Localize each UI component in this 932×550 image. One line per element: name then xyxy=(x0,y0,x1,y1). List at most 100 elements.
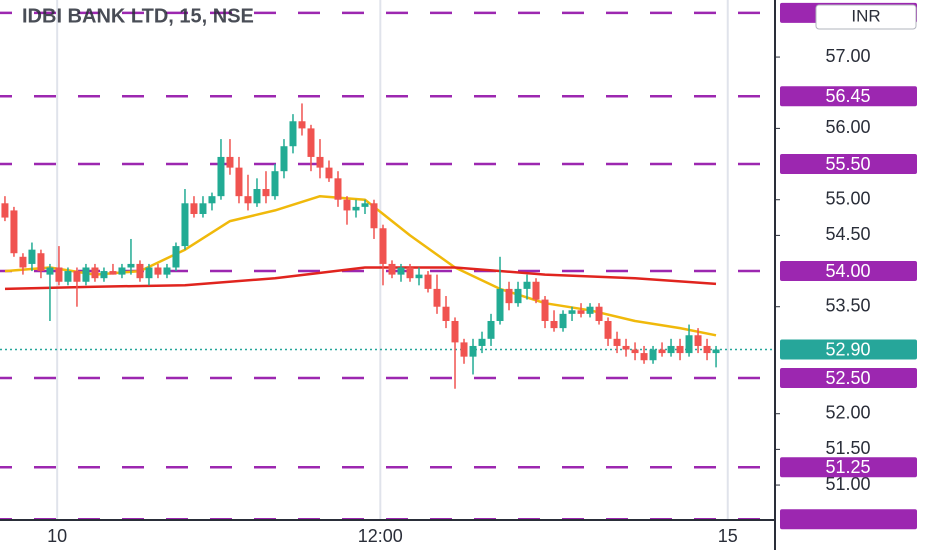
candle-body xyxy=(541,299,549,321)
candle-body xyxy=(100,271,108,279)
candle-body xyxy=(649,349,657,361)
candle-body xyxy=(388,263,396,275)
candle-body xyxy=(595,306,603,321)
candle-body xyxy=(208,196,216,204)
level-badge xyxy=(780,509,917,530)
level-badge xyxy=(780,261,917,282)
candles xyxy=(1,103,720,389)
candle-body xyxy=(667,345,675,354)
candle-body xyxy=(343,199,351,211)
candle-body xyxy=(559,313,567,329)
y-tick-label: 51.50 xyxy=(825,438,870,458)
level-badge xyxy=(780,368,917,389)
candle-body xyxy=(271,171,279,197)
candle-body xyxy=(532,281,540,300)
candle-body xyxy=(370,203,378,229)
candle-body xyxy=(442,306,450,321)
candle-body xyxy=(496,288,504,321)
level-badge xyxy=(780,154,917,175)
candle-body xyxy=(136,263,144,279)
candle-body xyxy=(640,353,648,361)
candle-body xyxy=(424,274,432,289)
x-tick-label: 10 xyxy=(47,526,67,546)
candle-body xyxy=(622,345,630,350)
currency-badge xyxy=(815,4,917,30)
candle-body xyxy=(604,320,612,339)
candle-body xyxy=(181,203,189,247)
candle-body xyxy=(298,121,306,129)
candle-body xyxy=(433,288,441,307)
candle-body xyxy=(505,288,513,304)
level-label: 55.50 xyxy=(825,154,870,174)
candle-body xyxy=(676,345,684,354)
candle-body xyxy=(514,288,522,304)
last-price-label: 52.90 xyxy=(825,339,870,359)
candle-body xyxy=(199,203,207,214)
candle-body xyxy=(478,338,486,346)
candle-body xyxy=(19,256,27,268)
y-tick-label: 51.00 xyxy=(825,474,870,494)
candle-body xyxy=(289,121,297,147)
candle-body xyxy=(397,267,405,275)
candle-body xyxy=(190,203,198,214)
candle-body xyxy=(145,267,153,279)
candle-body xyxy=(154,267,162,275)
candle-body xyxy=(91,267,99,279)
candle-body xyxy=(469,345,477,357)
candle-body xyxy=(244,196,252,204)
candle-body xyxy=(577,310,585,314)
candle-body xyxy=(127,263,135,268)
time-axis: 10 12:00 15 xyxy=(47,526,738,546)
candle-body xyxy=(685,335,693,354)
level-badge xyxy=(780,86,917,107)
candle-body xyxy=(460,342,468,357)
level-label: 56.45 xyxy=(825,86,870,106)
candle-body xyxy=(163,267,171,275)
candle-body xyxy=(109,271,117,275)
candle-body xyxy=(82,267,90,282)
candle-body xyxy=(694,335,702,346)
level-label: 51.25 xyxy=(825,457,870,477)
candle-body xyxy=(415,274,423,279)
y-tick-label: 52.00 xyxy=(825,402,870,422)
level-label: 52.50 xyxy=(825,368,870,388)
candle-body xyxy=(523,281,531,289)
candle-body xyxy=(325,167,333,179)
candle-body xyxy=(10,210,18,254)
candle-body xyxy=(307,128,315,157)
candle-body xyxy=(658,349,666,354)
candle-body xyxy=(712,349,720,354)
level-label: 54.00 xyxy=(825,261,870,281)
candle-body xyxy=(55,267,63,282)
candle-body xyxy=(37,253,45,272)
candle-body xyxy=(253,189,261,204)
y-tick-label: 53.50 xyxy=(825,295,870,315)
currency-label: INR xyxy=(851,6,880,25)
candle-body xyxy=(172,246,180,268)
candle-body xyxy=(316,156,324,168)
candle-body xyxy=(226,156,234,168)
candle-body xyxy=(280,146,288,172)
candle-body xyxy=(613,338,621,346)
candle-body xyxy=(352,206,360,211)
y-tick-label: 55.00 xyxy=(825,188,870,208)
candle-body xyxy=(235,167,243,197)
y-tick-label: 54.50 xyxy=(825,224,870,244)
candle-body xyxy=(334,178,342,200)
x-tick-label: 12:00 xyxy=(358,526,403,546)
candle-body xyxy=(262,189,270,197)
candle-body xyxy=(361,203,369,207)
candle-body xyxy=(73,271,81,282)
candle-body xyxy=(379,228,387,264)
candle-body xyxy=(64,271,72,282)
candle-body xyxy=(586,306,594,314)
y-tick-label: 56.00 xyxy=(825,117,870,137)
y-tick-label: 57.00 xyxy=(825,46,870,66)
candle-body xyxy=(406,267,414,279)
candle-body xyxy=(1,203,9,218)
candle-body xyxy=(451,320,459,343)
level-badge xyxy=(780,457,917,478)
x-tick-label: 15 xyxy=(718,526,738,546)
candle-body xyxy=(703,345,711,354)
candle-body xyxy=(118,267,126,275)
